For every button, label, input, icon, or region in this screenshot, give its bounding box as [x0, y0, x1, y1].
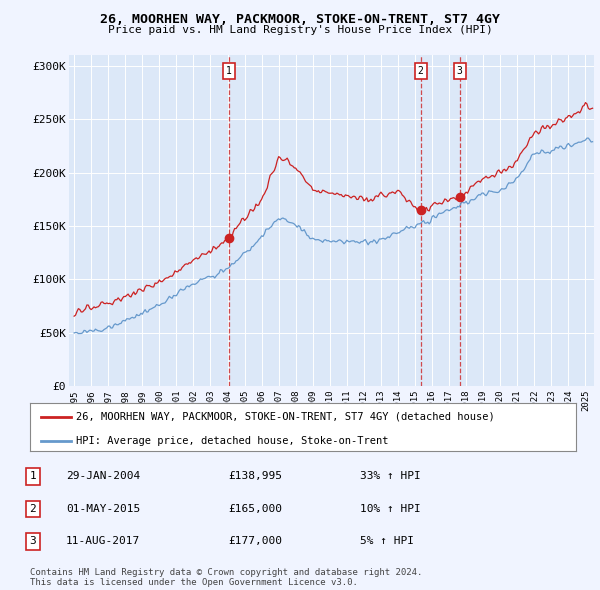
Text: 26, MOORHEN WAY, PACKMOOR, STOKE-ON-TRENT, ST7 4GY: 26, MOORHEN WAY, PACKMOOR, STOKE-ON-TREN…	[100, 13, 500, 26]
Text: Price paid vs. HM Land Registry's House Price Index (HPI): Price paid vs. HM Land Registry's House …	[107, 25, 493, 35]
Text: 11-AUG-2017: 11-AUG-2017	[66, 536, 140, 546]
Text: 33% ↑ HPI: 33% ↑ HPI	[360, 471, 421, 481]
Text: 1: 1	[29, 471, 37, 481]
Text: 2: 2	[29, 504, 37, 514]
Text: 3: 3	[457, 66, 463, 76]
Text: £138,995: £138,995	[228, 471, 282, 481]
Text: 3: 3	[29, 536, 37, 546]
Text: HPI: Average price, detached house, Stoke-on-Trent: HPI: Average price, detached house, Stok…	[76, 435, 389, 445]
Text: 01-MAY-2015: 01-MAY-2015	[66, 504, 140, 514]
Text: £165,000: £165,000	[228, 504, 282, 514]
Text: Contains HM Land Registry data © Crown copyright and database right 2024.
This d: Contains HM Land Registry data © Crown c…	[30, 568, 422, 587]
Text: 5% ↑ HPI: 5% ↑ HPI	[360, 536, 414, 546]
Text: 26, MOORHEN WAY, PACKMOOR, STOKE-ON-TRENT, ST7 4GY (detached house): 26, MOORHEN WAY, PACKMOOR, STOKE-ON-TREN…	[76, 411, 495, 421]
Text: 29-JAN-2004: 29-JAN-2004	[66, 471, 140, 481]
Text: £177,000: £177,000	[228, 536, 282, 546]
Text: 10% ↑ HPI: 10% ↑ HPI	[360, 504, 421, 514]
Text: 2: 2	[418, 66, 424, 76]
Text: 1: 1	[226, 66, 232, 76]
